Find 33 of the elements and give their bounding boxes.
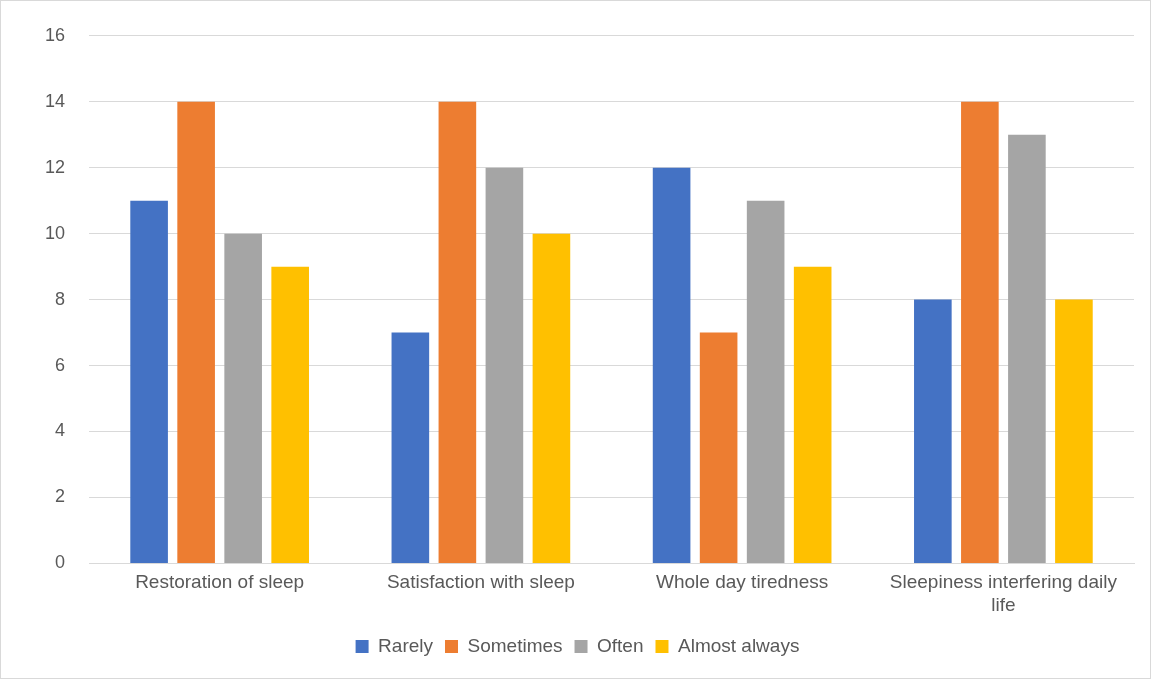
y-tick-label: 16 (44, 24, 66, 45)
bar (1008, 134, 1046, 563)
x-tick-label: Whole day tiredness (656, 571, 829, 593)
legend-label: Often (597, 634, 644, 656)
bar (699, 332, 738, 563)
bar (485, 167, 524, 563)
y-tick-label: 14 (44, 90, 66, 111)
y-tick-label: 4 (55, 420, 66, 441)
x-tick-label: Sleepiness interfering daily life (889, 571, 1118, 615)
bar (961, 101, 999, 563)
legend-label: Rarely (378, 634, 434, 656)
bar (271, 266, 309, 563)
y-tick-label: 12 (44, 156, 66, 177)
bar (1055, 299, 1093, 563)
x-tick-label: Satisfaction with sleep (386, 571, 575, 593)
bar (746, 200, 785, 563)
legend-label: Sometimes (467, 634, 563, 656)
y-tick-label: 10 (44, 222, 66, 243)
bar (793, 266, 832, 563)
bar (130, 200, 168, 563)
y-tick-label: 0 (55, 552, 66, 573)
y-tick-label: 8 (55, 288, 66, 309)
bar (914, 299, 952, 563)
y-tick-label: 2 (55, 486, 66, 507)
legend-label: Almost always (677, 634, 800, 656)
bar (652, 167, 691, 563)
bar (224, 233, 262, 563)
bar (177, 101, 215, 563)
x-tick-label: Restoration of sleep (135, 571, 305, 593)
bar (532, 233, 571, 563)
y-tick-label: 6 (55, 354, 66, 375)
bar (438, 101, 477, 563)
bar (391, 332, 430, 563)
